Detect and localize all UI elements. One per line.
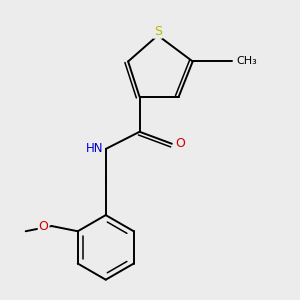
Text: CH₃: CH₃ — [236, 56, 257, 67]
Text: S: S — [154, 25, 162, 38]
Text: O: O — [39, 220, 49, 232]
Text: HN: HN — [86, 142, 104, 155]
Text: O: O — [175, 137, 185, 150]
